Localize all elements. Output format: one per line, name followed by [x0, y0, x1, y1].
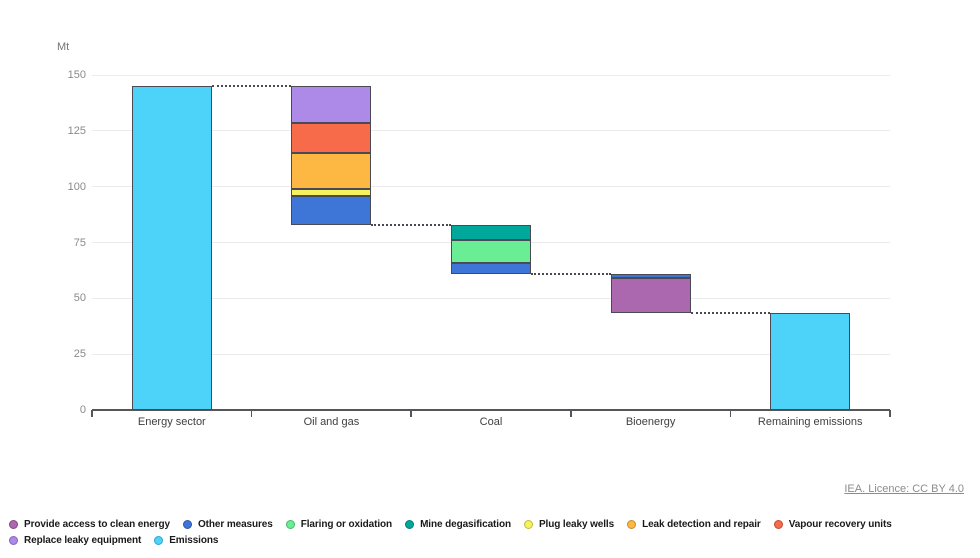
- bar-bioenergy-segment-other_measures[interactable]: [610, 273, 691, 278]
- legend-item-provide_access_to_clean_energy[interactable]: Provide access to clean energy: [9, 519, 170, 530]
- legend-dot-icon: [405, 520, 415, 529]
- legend-dot-icon: [285, 520, 295, 529]
- x-axis-tick: [729, 410, 732, 417]
- connector-line: [531, 272, 611, 275]
- bar-oil-and-gas-segment-vapour_recovery_units[interactable]: [291, 123, 372, 154]
- legend: Provide access to clean energy Other meas…: [9, 519, 892, 551]
- x-category-label: Coal: [479, 416, 503, 428]
- y-tick-label: 100: [67, 180, 86, 193]
- x-axis-tick: [250, 410, 253, 417]
- y-tick-label: 50: [73, 292, 86, 305]
- legend-item-label: Plug leaky wells: [538, 519, 615, 530]
- legend-item-mine_degasification[interactable]: Mine degasification: [405, 519, 511, 530]
- legend-item-label: Other measures: [197, 519, 273, 530]
- gridline: [92, 353, 890, 355]
- y-tick-label: 150: [67, 69, 86, 81]
- legend-item-label: Emissions: [169, 535, 219, 546]
- legend-dot-icon: [9, 520, 18, 529]
- bar-coal-segment-mine_degasification[interactable]: [451, 224, 531, 241]
- y-axis-unit-label: Mt: [57, 41, 70, 53]
- gridline: [92, 74, 890, 76]
- legend-row: Replace leaky equipment Emissions: [9, 535, 892, 546]
- bar-oil-and-gas-segment-plug_leaky_wells[interactable]: [291, 188, 372, 196]
- x-category-label: Bioenergy: [625, 416, 676, 428]
- legend-dot-icon: [627, 520, 637, 529]
- legend-item-label: Vapour recovery units: [788, 519, 892, 530]
- legend-item-label: Replace leaky equipment: [24, 535, 142, 546]
- legend-item-label: Flaring or oxidation: [300, 519, 393, 530]
- legend-item-label: Mine degasification: [420, 519, 511, 530]
- legend-dot-icon: [182, 520, 192, 529]
- x-category-label: Oil and gas: [303, 416, 360, 428]
- bar-oil-and-gas-segment-replace_leaky_equipment[interactable]: [291, 86, 372, 123]
- y-tick-label: 75: [73, 236, 86, 249]
- legend-item-emissions[interactable]: Emissions: [154, 535, 218, 546]
- bar-energy-sector-segment-emissions[interactable]: [131, 86, 212, 410]
- x-axis-line: [92, 409, 890, 411]
- x-axis-tick: [889, 410, 891, 417]
- legend-dot-icon: [773, 520, 783, 529]
- x-category-label: Energy sector: [137, 416, 206, 428]
- gridline: [92, 297, 890, 299]
- x-axis-tick: [570, 410, 572, 417]
- legend-dot-icon: [523, 520, 533, 529]
- bar-bioenergy-segment-provide_access_to_clean_energy[interactable]: [610, 277, 691, 313]
- bar-coal-segment-other_measures[interactable]: [451, 262, 531, 274]
- connector-line: [211, 85, 292, 88]
- x-category-label: Remaining emissions: [757, 416, 863, 428]
- y-tick-label: 0: [79, 404, 86, 416]
- y-tick-label: 125: [67, 124, 86, 137]
- legend-item-vapour_recovery_units[interactable]: Vapour recovery units: [773, 519, 892, 530]
- gridline: [92, 186, 890, 188]
- y-tick-label: 25: [73, 348, 86, 361]
- bar-coal-segment-flaring_or_oxidation[interactable]: [451, 240, 531, 263]
- legend-item-replace_leaky_equipment[interactable]: Replace leaky equipment: [9, 535, 141, 546]
- license-link[interactable]: IEA. Licence: CC BY 4.0: [844, 483, 964, 495]
- legend-item-flaring_or_oxidation[interactable]: Flaring or oxidation: [285, 519, 393, 530]
- legend-dot-icon: [9, 536, 18, 545]
- legend-item-label: Provide access to clean energy: [24, 519, 170, 530]
- bar-oil-and-gas-segment-other_measures[interactable]: [291, 195, 372, 225]
- bar-remaining-emissions-segment-emissions[interactable]: [770, 312, 851, 410]
- legend-item-plug_leaky_wells[interactable]: Plug leaky wells: [523, 519, 615, 530]
- x-axis-tick: [410, 410, 412, 417]
- bar-oil-and-gas-segment-leak_detection_and_repair[interactable]: [291, 153, 372, 189]
- connector-line: [371, 223, 451, 226]
- legend-dot-icon: [154, 536, 164, 545]
- gridline: [92, 130, 890, 132]
- x-axis-tick: [91, 410, 93, 417]
- connector-line: [690, 311, 771, 314]
- legend-row: Provide access to clean energy Other meas…: [9, 519, 892, 530]
- legend-item-label: Leak detection and repair: [642, 519, 761, 530]
- legend-item-leak_detection_and_repair[interactable]: Leak detection and repair: [627, 519, 761, 530]
- legend-item-other_measures[interactable]: Other measures: [182, 519, 273, 530]
